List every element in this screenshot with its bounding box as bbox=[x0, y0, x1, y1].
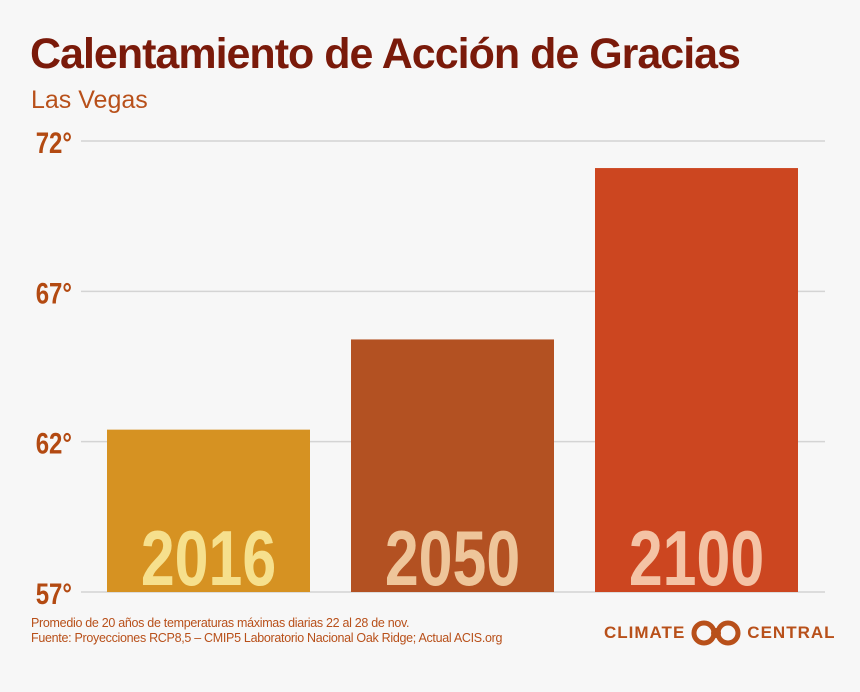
footnote-source: Fuente: Proyecciones RCP8,5 – CMIP5 Labo… bbox=[31, 631, 503, 645]
logo-text-right: CENTRAL bbox=[747, 623, 836, 642]
y-tick-label: 57° bbox=[36, 576, 72, 610]
climate-central-logo: CLIMATE CENTRAL bbox=[604, 620, 836, 646]
footnote-average: Promedio de 20 años de temperaturas máxi… bbox=[31, 616, 410, 630]
bar-2100 bbox=[595, 168, 798, 592]
bar-label-2016: 2016 bbox=[141, 515, 276, 602]
y-tick-label: 67° bbox=[36, 276, 72, 310]
chart-subtitle: Las Vegas bbox=[31, 86, 148, 114]
bar-label-2100: 2100 bbox=[629, 515, 764, 602]
logo-text-left: CLIMATE bbox=[604, 623, 686, 642]
y-tick-label: 72° bbox=[36, 125, 72, 159]
bar-2016 bbox=[107, 429, 310, 592]
bar-label-2050: 2050 bbox=[385, 515, 520, 602]
chart-title: Calentamiento de Acción de Gracias bbox=[30, 30, 741, 78]
logo-rings-icon bbox=[691, 620, 741, 646]
bar-2050 bbox=[351, 339, 554, 592]
y-tick-label: 62° bbox=[36, 426, 72, 460]
